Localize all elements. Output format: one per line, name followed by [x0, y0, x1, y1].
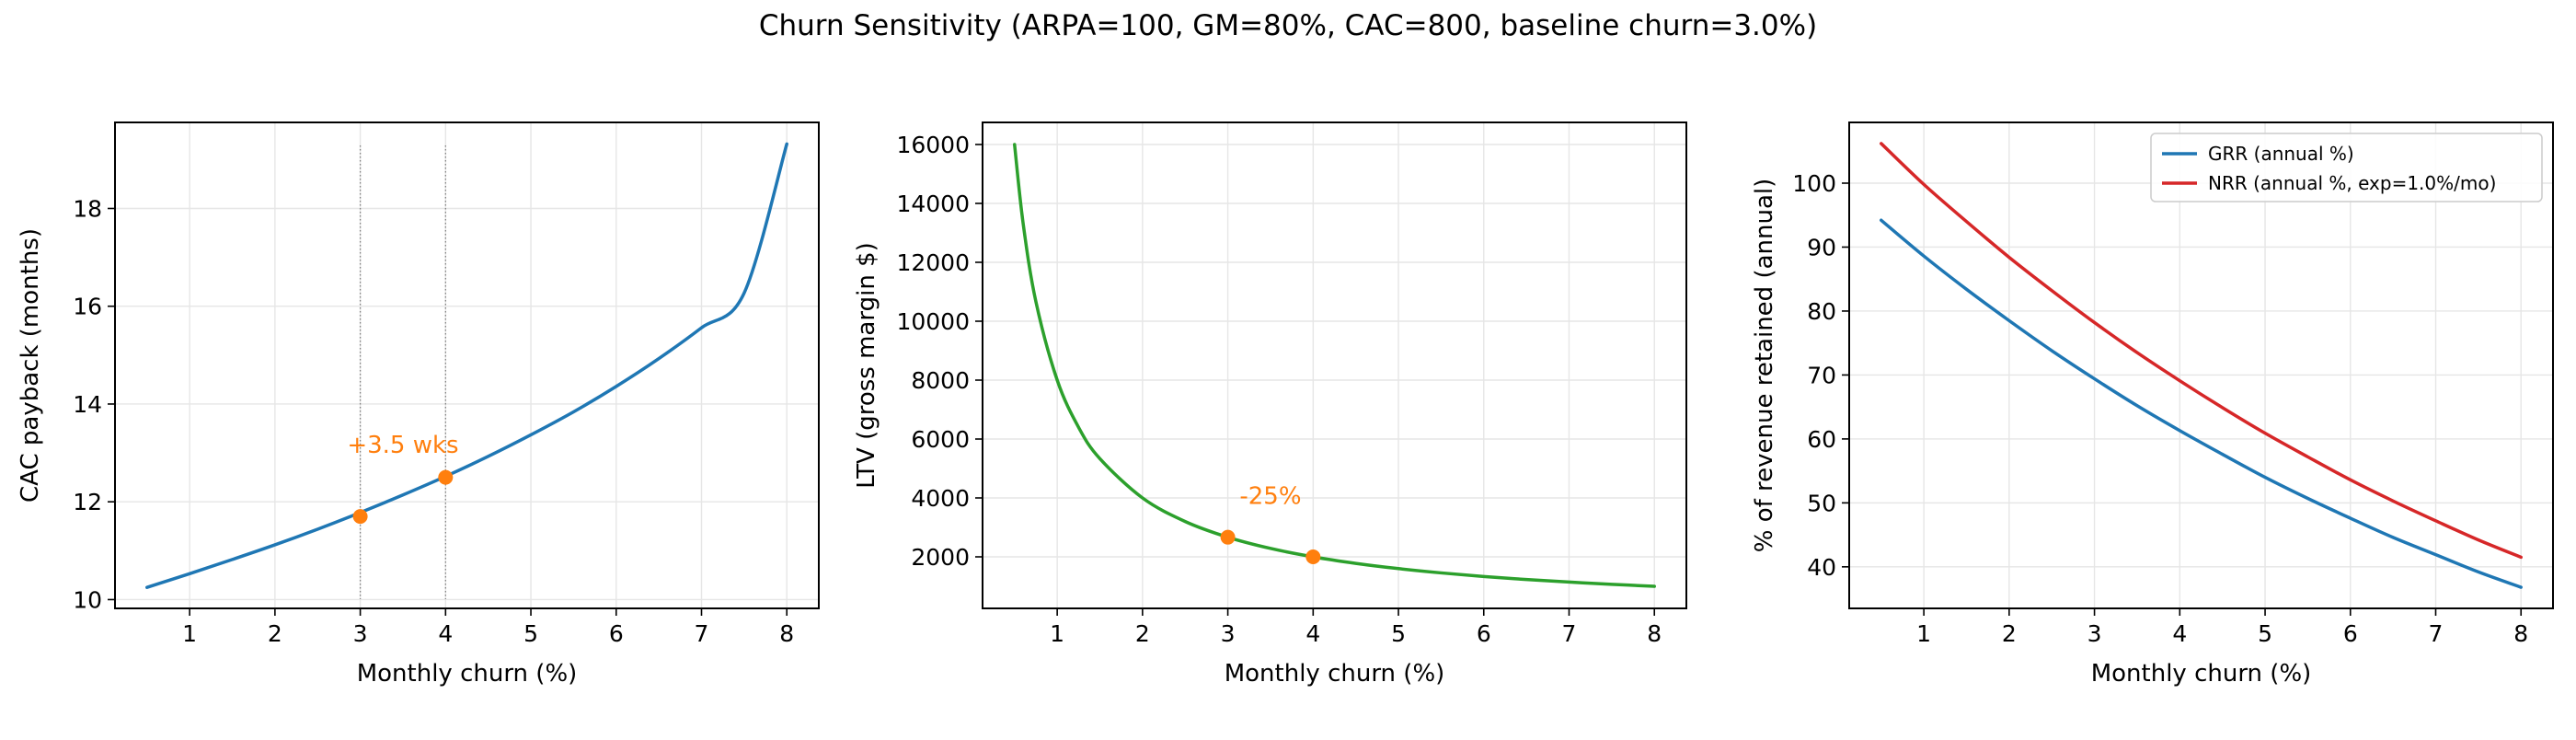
y-tick-label: 40	[1807, 554, 1836, 581]
x-tick-label: 1	[1916, 620, 1931, 647]
x-tick-label: 8	[1647, 620, 1662, 647]
x-tick-label: 8	[2513, 620, 2528, 647]
x-tick-label: 6	[1477, 620, 1491, 647]
y-tick-label: 16	[73, 294, 102, 320]
axes-frame	[982, 121, 1687, 609]
figure-title: Churn Sensitivity (ARPA=100, GM=80%, CAC…	[758, 9, 1818, 42]
series-line-1	[1880, 218, 2523, 589]
series-line-1	[145, 142, 788, 589]
x-tick-label: 7	[2429, 620, 2444, 647]
x-tick-label: 5	[1391, 620, 1406, 647]
highlight-point-1	[1220, 529, 1236, 545]
x-tick-label: 8	[779, 620, 794, 647]
x-tick-label: 6	[609, 620, 624, 647]
highlight-point-1	[352, 509, 368, 525]
legend-label-1: GRR (annual %)	[2208, 143, 2354, 165]
y-tick-label: 12000	[896, 249, 970, 276]
y-tick-label: 12	[73, 489, 102, 515]
x-axis-label: Monthly churn (%)	[2091, 660, 2312, 688]
y-tick-label: 60	[1807, 426, 1836, 453]
y-tick-label: 80	[1807, 298, 1836, 325]
y-tick-label: 10	[73, 586, 102, 613]
subplot-3: 1 2 3 4 5 6 7 8 40 50 60 70 80 90 100 Monthly churn (%)…	[1751, 121, 2554, 688]
x-tick-label: 5	[2258, 620, 2272, 647]
y-tick-label: 16000	[896, 132, 970, 158]
y-tick-label: 8000	[911, 367, 970, 394]
x-tick-label: 3	[2087, 620, 2102, 647]
x-tick-label: 7	[695, 620, 709, 647]
axes-frame	[1848, 121, 2554, 609]
y-tick-label: 6000	[911, 426, 970, 453]
y-tick-label: 70	[1807, 362, 1836, 388]
y-axis-label: % of revenue retained (annual)	[1751, 179, 1778, 553]
y-axis-label: CAC payback (months)	[17, 228, 44, 503]
x-tick-label: 1	[1050, 620, 1064, 647]
annotation-label: -25%	[1239, 482, 1301, 510]
highlight-point-2	[438, 469, 454, 485]
x-axis-label: Monthly churn (%)	[357, 660, 578, 688]
y-tick-label: 2000	[911, 544, 970, 571]
y-tick-label: 18	[73, 195, 102, 222]
x-tick-label: 1	[182, 620, 197, 647]
y-tick-label: 14000	[896, 191, 970, 217]
legend: GRR (annual %) NRR (annual %, exp=1.0%/mo…	[2150, 133, 2543, 202]
y-tick-label: 100	[1792, 170, 1836, 197]
axes-frame	[114, 121, 820, 609]
series-line-2	[1880, 142, 2523, 560]
series-line-1	[1013, 143, 1656, 588]
legend-label-2: NRR (annual %, exp=1.0%/mo)	[2208, 172, 2496, 194]
y-tick-label: 50	[1807, 490, 1836, 516]
y-tick-label: 14	[73, 391, 102, 418]
x-tick-label: 4	[1305, 620, 1320, 647]
x-tick-label: 4	[2172, 620, 2187, 647]
x-tick-label: 2	[2002, 620, 2017, 647]
x-tick-label: 7	[1562, 620, 1577, 647]
x-tick-label: 2	[268, 620, 282, 647]
x-tick-label: 6	[2343, 620, 2358, 647]
y-axis-label: LTV (gross margin $)	[853, 242, 880, 489]
y-tick-label: 90	[1807, 234, 1836, 260]
annotation-label: +3.5 wks	[347, 432, 458, 459]
y-tick-label: 10000	[896, 308, 970, 335]
x-tick-label: 3	[353, 620, 368, 647]
highlight-point-2	[1305, 549, 1321, 564]
x-tick-label: 5	[523, 620, 538, 647]
y-tick-label: 4000	[911, 485, 970, 512]
x-tick-label: 2	[1135, 620, 1150, 647]
x-tick-label: 4	[438, 620, 453, 647]
subplot-2: -25% 1 2 3 4 5 6 7 8 2000 4000 6000 8000 10000 12000 14…	[853, 121, 1687, 688]
x-tick-label: 3	[1221, 620, 1236, 647]
x-axis-label: Monthly churn (%)	[1225, 660, 1445, 688]
legend-frame	[2150, 133, 2543, 202]
